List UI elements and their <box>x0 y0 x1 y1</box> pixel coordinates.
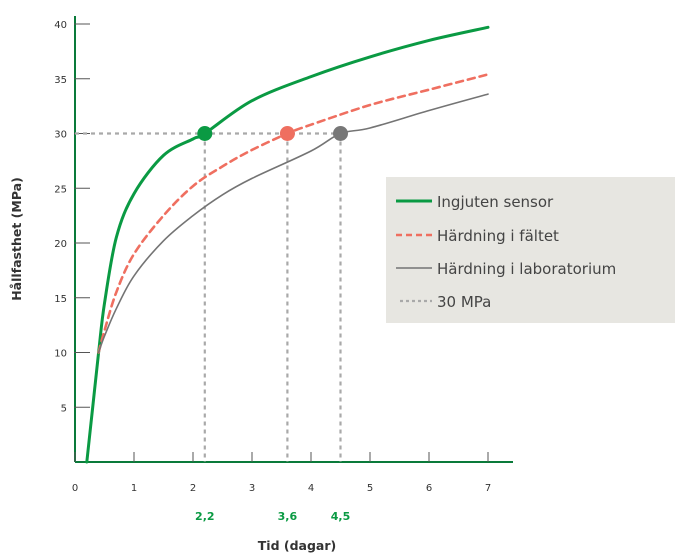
legend-label-ingjuten-sensor: Ingjuten sensor <box>437 193 554 211</box>
marker-label-4-5: 4,5 <box>331 510 351 523</box>
y-tick-label-5: 5 <box>61 403 67 414</box>
legend-label-30-mpa: 30 MPa <box>437 293 491 311</box>
y-tick-label-40: 40 <box>54 20 67 31</box>
legend-box <box>386 177 675 323</box>
y-tick-label-20: 20 <box>54 239 67 250</box>
x-tick-label-7: 7 <box>485 483 491 494</box>
x-tick-label-0: 0 <box>72 483 78 494</box>
x-tick-label-4: 4 <box>308 483 314 494</box>
series-line-härdning-i-fältet <box>97 73 490 354</box>
x-axis-title: Tid (dagar) <box>258 538 336 553</box>
y-axis-title: Hållfasthet (MPa) <box>9 177 24 301</box>
x-tick-label-3: 3 <box>249 483 255 494</box>
legend-label-härdning-i-laboratorium: Härdning i laboratorium <box>437 260 616 278</box>
x-tick-label-1: 1 <box>131 483 137 494</box>
x-tick-label-5: 5 <box>367 483 373 494</box>
y-tick-label-25: 25 <box>54 184 67 195</box>
marker-point-2-2 <box>197 126 213 141</box>
marker-label-3-6: 3,6 <box>278 510 298 523</box>
marker-point-4-5 <box>333 126 348 141</box>
x-tick-label-2: 2 <box>190 483 196 494</box>
y-tick-label-10: 10 <box>54 349 67 360</box>
y-tick-label-35: 35 <box>54 75 67 86</box>
series-line-härdning-i-laboratorium <box>97 93 489 354</box>
y-tick-label-30: 30 <box>54 130 67 141</box>
legend-label-härdning-i-fältet: Härdning i fältet <box>437 227 559 245</box>
marker-point-3-6 <box>279 126 295 141</box>
x-tick-label-6: 6 <box>426 483 432 494</box>
marker-label-2-2: 2,2 <box>195 510 215 523</box>
y-tick-label-15: 15 <box>54 294 67 305</box>
